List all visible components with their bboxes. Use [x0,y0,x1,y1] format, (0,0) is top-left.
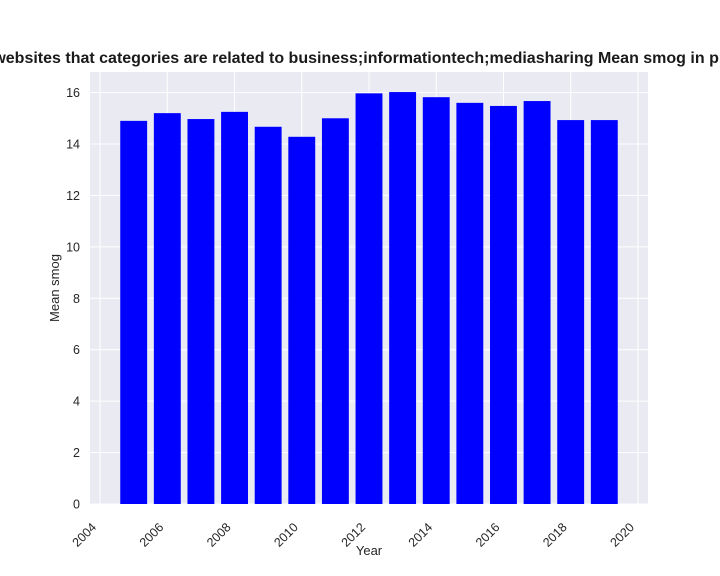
bar [153,113,181,505]
bar [590,120,618,504]
x-tick-label: 2020 [607,520,637,550]
bar [422,97,450,504]
x-tick-label: 2014 [406,520,436,550]
x-tick-label: 2018 [540,520,570,550]
bar [557,120,585,504]
y-tick-label: 16 [66,86,80,100]
y-tick-label: 2 [73,446,80,460]
bar [221,111,248,504]
x-tick-label: 2006 [137,520,167,550]
bar [490,105,517,504]
x-tick-label: 2008 [204,520,234,550]
x-tick-label: 2016 [473,520,503,550]
x-tick-labels: 2004 2006 2008 2010 2012 2014 2016 2018 2020 [70,520,637,550]
x-tick-label: 2004 [70,520,100,550]
bar [120,120,148,504]
y-tick-label: 12 [66,189,80,203]
y-tick-label: 10 [66,240,80,254]
bar [523,101,551,505]
bar [321,118,349,505]
y-tick-label: 8 [73,292,80,306]
bar [389,92,417,505]
y-tick-labels: 0 2 4 6 8 10 12 14 16 [66,86,80,511]
x-tick-label: 2010 [271,520,301,550]
bar [187,119,215,505]
bar [254,126,282,505]
y-tick-label: 0 [73,498,80,512]
y-axis-label: Mean smog [47,254,62,322]
chart-title: Number of websites that categories are r… [0,50,720,67]
bar [456,102,484,504]
bar [288,136,316,505]
y-tick-label: 14 [66,138,80,152]
y-tick-label: 4 [73,395,80,409]
bar [355,93,383,504]
bars [120,92,618,505]
x-axis-label: Year [356,543,383,558]
y-tick-label: 6 [73,343,80,357]
